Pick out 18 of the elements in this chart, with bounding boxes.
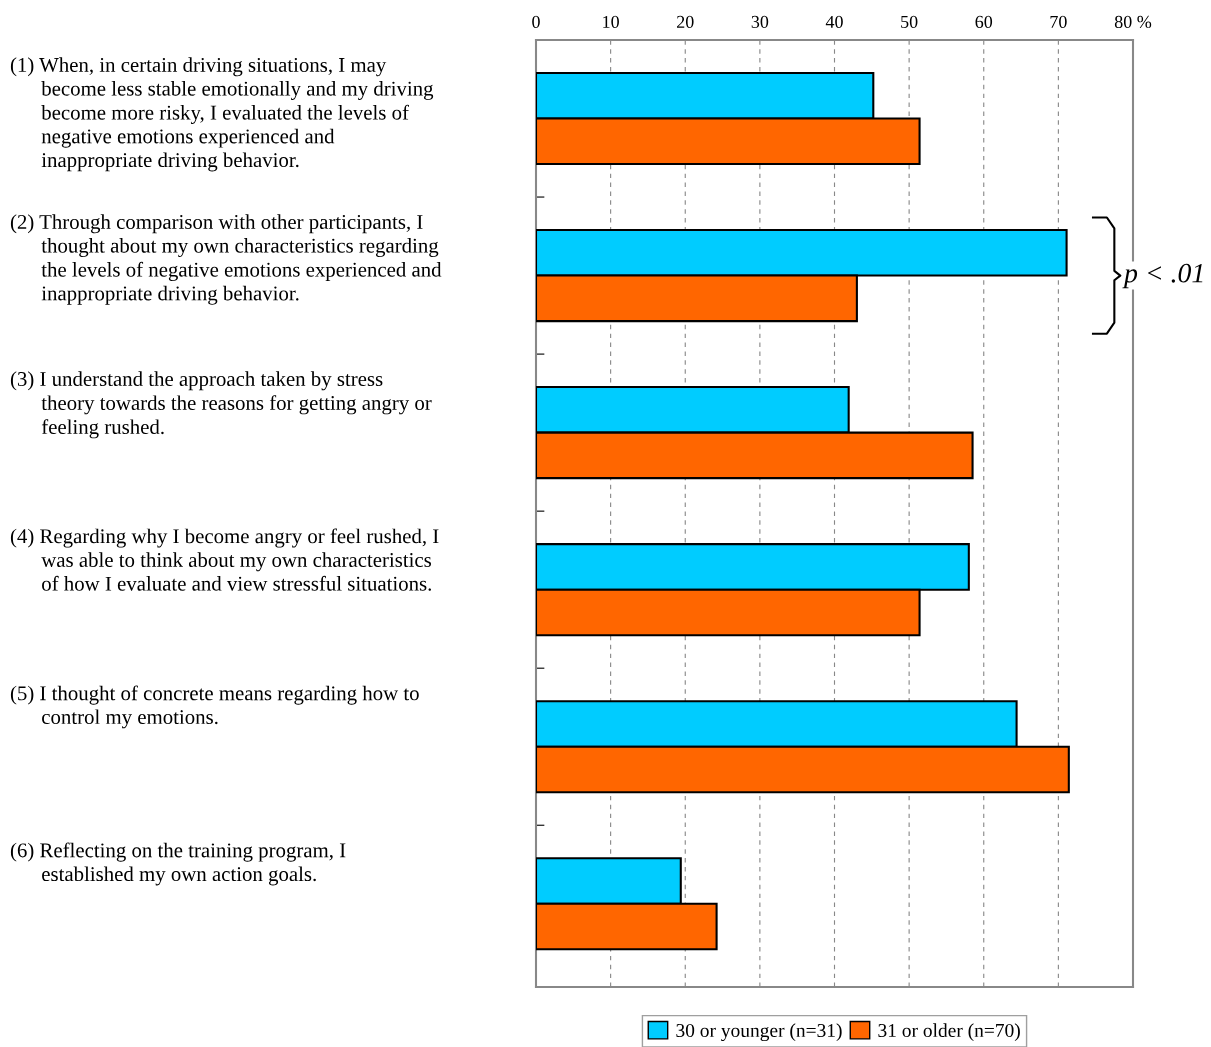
y-tick-label: (3) I understand the approach taken by stress theory towards the reasons for getting angry or feeling rushed. [10, 371, 432, 439]
y-tick-label: (6) Reflecting on the training program, I established my own action goals. [10, 842, 346, 886]
annotation: p < .01 [1122, 263, 1203, 289]
y-tick-label: (1) When, in certain driving situations, I may become less stable emotionally and my driving become more risky, I evaluated the levels of negative emotions experienced and inappropriate driving behavior. [10, 57, 434, 172]
x-tick-label: 50 [901, 15, 918, 28]
legend-label: 31 or older (n=70) [878, 1023, 1020, 1041]
x-tick-label: 70 [1050, 15, 1067, 28]
x-tick-label: 80 % [1114, 15, 1152, 29]
x-tick-label: 20 [677, 15, 694, 28]
x-tick-label: 30 [751, 15, 769, 28]
y-tick-label: (4) Regarding why I become angry or feel rushed, I was able to think about my own characteristics of how I evaluate and view stressful situations. [10, 528, 439, 591]
y-tick-label: (2) Through comparison with other participants, I thought about my own characteristics regarding the levels of negative emotions experienced and inappropriate driving behavior. [10, 214, 442, 305]
x-tick-label: 40 [825, 15, 843, 28]
x-tick-label: 10 [603, 15, 619, 28]
y-tick-label: (5) I thought of concrete means regarding how to control my emotions. [10, 685, 419, 729]
legend-label: 30 or younger (n=31) [676, 1023, 842, 1042]
x-tick-label: 60 [975, 15, 993, 28]
x-tick-label: 0 [532, 15, 540, 28]
